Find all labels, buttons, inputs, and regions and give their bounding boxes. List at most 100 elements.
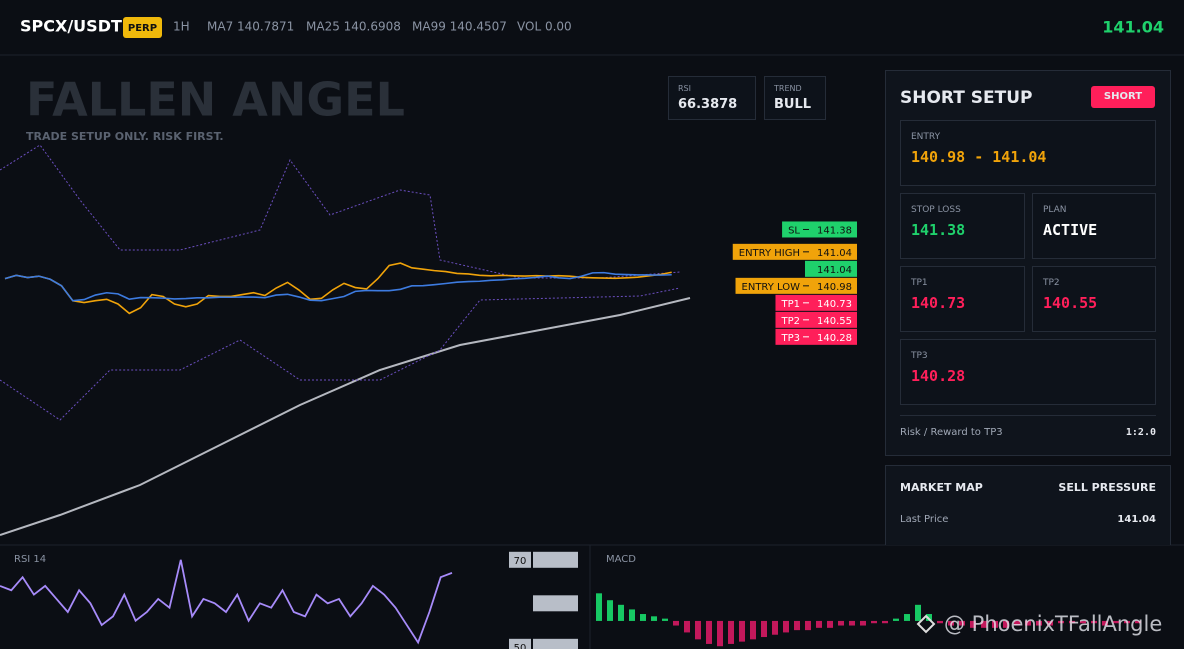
macd-bar: [1113, 620, 1119, 624]
short-badge: SHORT: [1091, 86, 1155, 108]
macd-bar: [937, 620, 943, 624]
setup-panel: SHORT SETUP SHORT ENTRY 140.98 - 141.04 …: [885, 70, 1171, 456]
macd-bar: [871, 620, 877, 624]
last-price: 141.04: [1102, 18, 1164, 37]
symbol: SPCX/USDT: [20, 17, 122, 36]
macd-bar: [1047, 620, 1053, 626]
volume: VOL 0.00: [517, 20, 572, 34]
level-name: TP3: [780, 333, 800, 344]
market-status: SELL PRESSURE: [1058, 481, 1156, 494]
watermark-icon: [916, 614, 936, 634]
setup-title: SHORT SETUP: [900, 88, 1033, 108]
macd-bar: [1124, 620, 1130, 624]
stop-loss-label: STOP LOSS: [911, 205, 961, 215]
watermark-title: FALLEN ANGEL: [26, 73, 405, 127]
level-value: 140.98: [817, 282, 852, 293]
ma25: MA25 140.6908: [306, 20, 401, 34]
stop-loss-card: STOP LOSS 141.38: [900, 193, 1025, 259]
macd-bar: [717, 620, 723, 647]
macd-bar: [860, 620, 866, 626]
level-value: 141.38: [817, 225, 852, 236]
macd-bar: [618, 604, 624, 621]
ma-line: [4, 271, 672, 302]
macd-bar: [838, 620, 844, 626]
level-tag-bg: [775, 294, 857, 311]
tp1-card: TP1 140.73: [900, 266, 1025, 332]
macd-bar: [1102, 620, 1108, 626]
macd-bar: [926, 614, 932, 621]
tp3-label: TP3: [911, 351, 928, 361]
perp-label: PERP: [128, 23, 157, 34]
level-name: TP2: [780, 316, 800, 327]
ma-line: [4, 262, 672, 315]
macd-bar: [948, 620, 954, 626]
level-tag: 50: [514, 643, 527, 649]
level-value: 140.73: [817, 299, 852, 310]
macd-bar: [816, 620, 822, 628]
divider: [900, 415, 1156, 416]
watermark-subtitle: TRADE SETUP ONLY. RISK FIRST.: [26, 130, 224, 143]
market-map-title: MARKET MAP: [900, 481, 983, 494]
tp3-card: TP3 140.28: [900, 339, 1156, 405]
level-tag: TP2 140.55: [775, 311, 857, 328]
level-tag: ENTRY LOW 140.98: [735, 277, 857, 294]
ma7: MA7 140.7871: [207, 20, 294, 34]
rsi-line: [0, 559, 453, 645]
level-tag: ENTRY HIGH 141.04: [732, 243, 857, 260]
market-last-price: 141.04: [1117, 514, 1156, 525]
plan-value: ACTIVE: [1043, 221, 1098, 239]
trend-box-label: TREND: [774, 84, 802, 93]
tick-tag-bg: [533, 638, 578, 649]
header-bar: [0, 0, 1184, 55]
macd-bar: [794, 620, 800, 631]
macd-bar: [783, 620, 789, 633]
bollinger-lower: [0, 287, 681, 421]
level-tag: TP1 140.73: [775, 294, 857, 311]
level-tag: 70: [514, 556, 527, 567]
macd-bar: [805, 620, 811, 631]
macd-bar: [728, 620, 734, 644]
perp-badge: [123, 17, 162, 38]
level-value: 141.04: [817, 265, 852, 276]
level-tag-bg: [735, 277, 857, 294]
macd-bar: [1003, 620, 1009, 628]
tp3-value: 140.28: [911, 367, 966, 385]
risk-reward-label: Risk / Reward to TP3: [900, 427, 1003, 438]
tp2-label: TP2: [1043, 278, 1060, 288]
level-name: ENTRY LOW: [742, 282, 801, 293]
tp1-label: TP1: [911, 278, 928, 288]
macd-bar: [607, 600, 613, 621]
market-map-panel: MARKET MAP SELL PRESSURE Last Price 141.…: [885, 465, 1171, 545]
plan-card: PLAN ACTIVE: [1032, 193, 1156, 259]
macd-title: MACD: [606, 554, 636, 565]
macd-bar: [695, 620, 701, 640]
level-tag-bg: [782, 221, 857, 238]
macd-bar: [981, 620, 987, 628]
watermark: @ PhoenixTFallAngle: [944, 612, 1162, 636]
ma99: MA99 140.4507: [412, 20, 507, 34]
bollinger-upper: [0, 144, 681, 279]
macd-bar: [739, 620, 745, 642]
macd-bar: [1069, 620, 1075, 624]
macd-bar: [1058, 620, 1064, 624]
macd-bar: [849, 620, 855, 626]
macd-bar: [596, 593, 602, 621]
macd-bar: [970, 620, 976, 628]
macd-bar: [706, 620, 712, 644]
macd-bar: [750, 620, 756, 640]
macd-bar: [1014, 620, 1020, 626]
level-tag-bg: [509, 551, 531, 568]
entry-value: 140.98 - 141.04: [911, 148, 1047, 166]
interval[interactable]: 1H: [173, 20, 190, 34]
last-price-label: Last Price: [900, 514, 949, 525]
macd-bar: [651, 616, 657, 621]
trend-box: TREND BULL: [764, 76, 826, 120]
macd-bar: [1091, 620, 1097, 624]
rsi-box: RSI 66.3878: [668, 76, 756, 120]
level-name: TP1: [780, 299, 800, 310]
level-tag-bg: [775, 328, 857, 345]
macd-bar: [673, 620, 679, 626]
level-value: 141.04: [817, 248, 852, 259]
macd-bar: [904, 614, 910, 621]
